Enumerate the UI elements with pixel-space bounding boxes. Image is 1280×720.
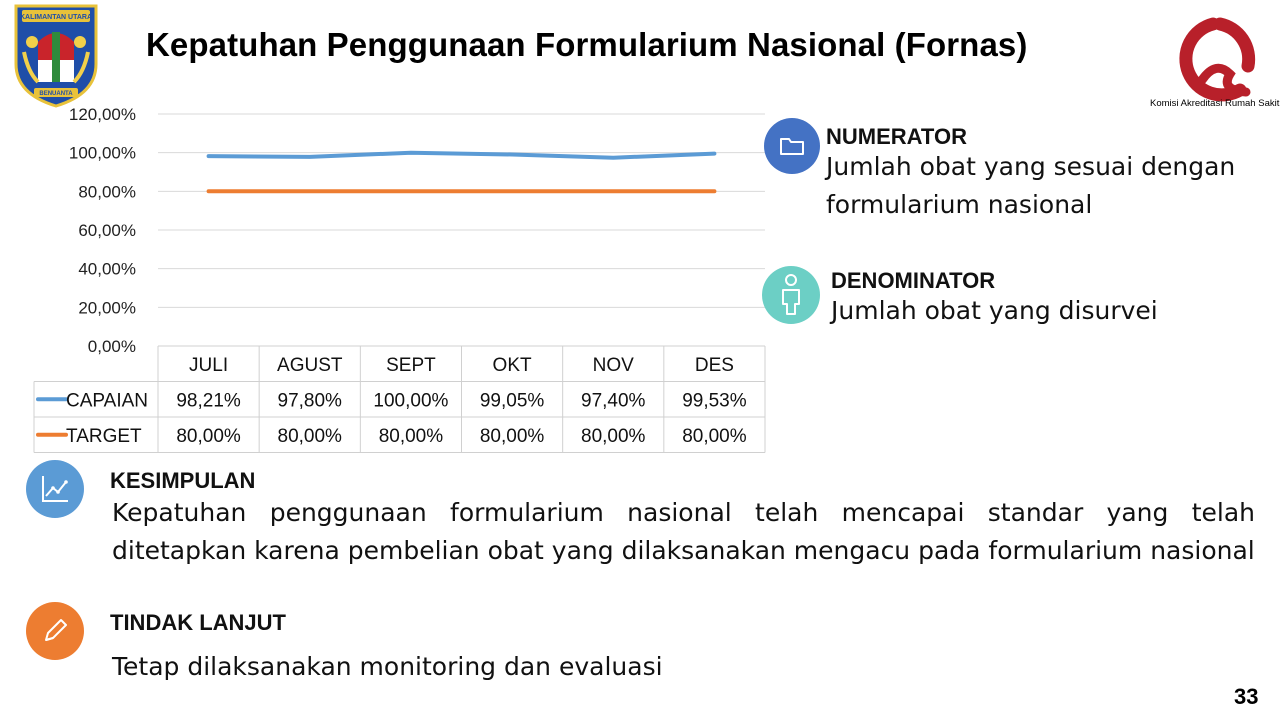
y-tick-label: 120,00% — [69, 105, 136, 124]
province-emblem-logo: KALIMANTAN UTARA BENUANTA — [14, 4, 98, 108]
x-category-label: JULI — [189, 355, 228, 376]
x-category-label: SEPT — [386, 355, 436, 376]
emblem-bottom-text: BENUANTA — [39, 91, 73, 97]
data-label: 99,53% — [682, 390, 747, 411]
series-line-capaian — [206, 150, 717, 160]
line-chart: 0,00% 20,00% 40,00% 60,00% 80,00% 100,00% 120,… — [33, 105, 766, 453]
data-label: 97,40% — [581, 390, 646, 411]
pencil-icon — [26, 602, 84, 660]
denominator-heading: DENOMINATOR — [831, 268, 996, 293]
tindak-lanjut-heading: TINDAK LANJUT — [110, 610, 286, 635]
y-tick-label: 60,00% — [78, 221, 136, 240]
page-title: Kepatuhan Penggunaan Formularium Nasiona… — [146, 26, 1028, 63]
x-category-label: NOV — [593, 355, 635, 376]
series-name-label: CAPAIAN — [66, 390, 148, 411]
page-number: 33 — [1234, 684, 1259, 709]
data-label: 97,80% — [278, 390, 343, 411]
person-icon — [762, 266, 820, 324]
numerator-text: Jumlah obat yang sesuai dengan formulari… — [826, 152, 1236, 219]
y-tick-label: 100,00% — [69, 144, 136, 163]
kars-logo — [1179, 17, 1256, 102]
data-label: 80,00% — [278, 426, 343, 447]
y-tick-label: 80,00% — [78, 182, 136, 201]
kesimpulan-text: Kepatuhan penggunaan formularium nasiona… — [112, 498, 1255, 565]
folder-icon — [764, 118, 820, 174]
y-tick-label: 20,00% — [78, 298, 136, 317]
y-tick-label: 0,00% — [88, 337, 136, 356]
data-label: 99,05% — [480, 390, 545, 411]
data-label: 100,00% — [373, 390, 448, 411]
data-label: 98,21% — [176, 390, 241, 411]
emblem-top-text: KALIMANTAN UTARA — [20, 14, 92, 21]
numerator-heading: NUMERATOR — [826, 124, 967, 149]
data-label: 80,00% — [480, 426, 545, 447]
tindak-lanjut-text: Tetap dilaksanakan monitoring dan evalua… — [112, 652, 663, 681]
x-category-label: AGUST — [277, 355, 343, 376]
kars-logo-text: Komisi Akreditasi Rumah Sakit — [1150, 98, 1280, 109]
denominator-text: Jumlah obat yang disurvei — [831, 296, 1158, 325]
x-category-label: DES — [695, 355, 734, 376]
y-tick-label: 40,00% — [78, 260, 136, 279]
x-category-label: OKT — [493, 355, 532, 376]
data-label: 80,00% — [581, 426, 646, 447]
data-label: 80,00% — [176, 426, 241, 447]
series-name-label: TARGET — [66, 426, 142, 447]
kesimpulan-heading: KESIMPULAN — [110, 468, 256, 493]
data-label: 80,00% — [682, 426, 747, 447]
chart-icon — [26, 460, 84, 518]
data-label: 80,00% — [379, 426, 444, 447]
